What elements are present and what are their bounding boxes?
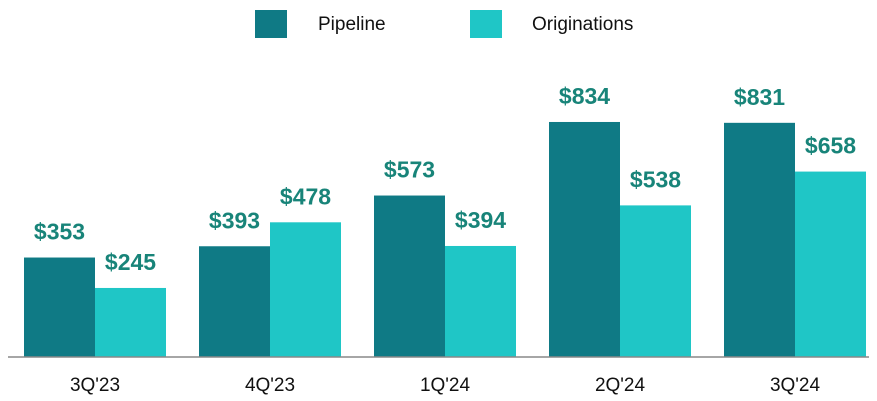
bar — [270, 222, 341, 357]
legend-swatch — [255, 10, 287, 38]
bar — [795, 171, 866, 357]
data-label: $834 — [559, 83, 610, 109]
bar — [549, 121, 620, 358]
x-tick-label: 1Q'24 — [420, 375, 471, 396]
data-label: $573 — [384, 157, 435, 183]
data-label: $393 — [209, 207, 260, 233]
x-tick-label: 4Q'23 — [245, 375, 295, 396]
bar — [24, 257, 95, 357]
data-label: $478 — [280, 183, 331, 209]
bar — [620, 205, 691, 357]
legend-label: Originations — [532, 14, 633, 35]
bar — [445, 245, 516, 357]
bar — [374, 195, 445, 357]
bar — [95, 287, 166, 357]
x-tick-label: 3Q'23 — [70, 375, 120, 396]
data-label: $394 — [455, 207, 506, 233]
data-label: $245 — [105, 249, 156, 275]
x-tick-label: 3Q'24 — [770, 375, 821, 396]
bar — [724, 122, 795, 357]
legend-swatch — [470, 10, 502, 38]
legend-label: Pipeline — [318, 14, 386, 35]
bar — [199, 246, 270, 357]
data-label: $538 — [630, 166, 681, 192]
x-tick-label: 2Q'24 — [595, 375, 646, 396]
data-label: $353 — [34, 219, 85, 245]
data-label: $658 — [805, 133, 856, 159]
data-label: $831 — [734, 84, 785, 110]
